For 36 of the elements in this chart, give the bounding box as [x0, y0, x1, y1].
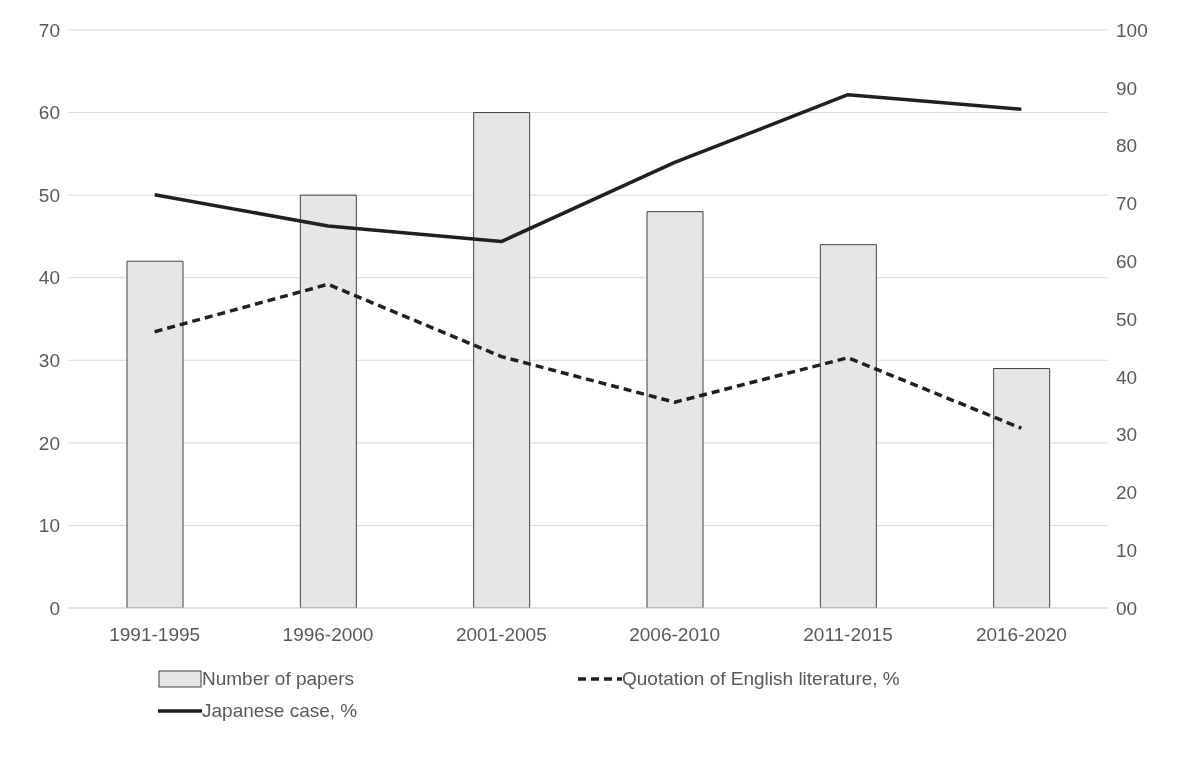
bar	[819, 244, 877, 608]
x-tick-label: 2011-2015	[803, 624, 893, 646]
bar	[126, 260, 184, 608]
y2-tick-label: 40	[1116, 366, 1138, 388]
bar	[473, 112, 531, 608]
bar	[646, 211, 704, 608]
y-tick-label: 20	[38, 432, 60, 454]
bar	[299, 194, 357, 608]
line-series	[152, 282, 1024, 430]
x-tick-label: 1996-2000	[282, 624, 374, 646]
x-tick-label: 2001-2005	[455, 624, 547, 646]
y-tick-label: 60	[38, 102, 60, 124]
legend-label: Number of papers	[202, 668, 355, 690]
y-tick-label: 10	[38, 515, 60, 537]
x-tick-label: 2016-2020	[975, 624, 1067, 646]
y2-tick-label: 100	[1116, 19, 1148, 41]
y2-tick-label: 70	[1116, 193, 1138, 215]
y2-tick-label: 10	[1116, 539, 1138, 561]
y2-tick-label: 20	[1116, 482, 1138, 504]
y2-tick-label: 50	[1116, 308, 1138, 330]
bar	[993, 368, 1051, 608]
x-tick-label: 2006-2010	[629, 624, 721, 646]
y-tick-label: 50	[38, 184, 60, 206]
y-tick-label: 0	[49, 597, 60, 619]
y-tick-label: 40	[38, 267, 60, 289]
line-series	[152, 92, 1024, 244]
y-tick-label: 70	[38, 19, 60, 41]
y2-tick-label: 90	[1116, 77, 1138, 99]
y2-tick-label: 60	[1116, 250, 1138, 272]
legend-label: Japanese case, %	[202, 700, 358, 722]
y2-tick-label: 00	[1116, 597, 1138, 619]
y2-tick-label: 80	[1116, 135, 1138, 157]
x-tick-label: 1991-1995	[109, 624, 201, 646]
y-tick-label: 30	[38, 350, 60, 372]
legend-label: Quotation of English literature, %	[622, 668, 900, 690]
y2-tick-label: 30	[1116, 424, 1138, 446]
